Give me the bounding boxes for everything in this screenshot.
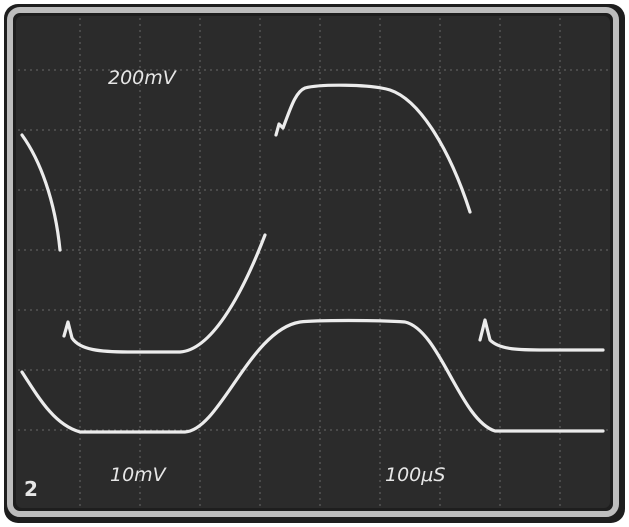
screen bbox=[16, 16, 610, 508]
channel-label: 2 bbox=[24, 477, 38, 501]
bottom-scale-label: 10mV bbox=[110, 464, 168, 486]
top-scale-label: 200mV bbox=[108, 67, 178, 89]
oscilloscope-photo: 200mV 10mV 100μS 2 bbox=[0, 0, 629, 527]
time-scale-label: 100μS bbox=[385, 464, 445, 486]
